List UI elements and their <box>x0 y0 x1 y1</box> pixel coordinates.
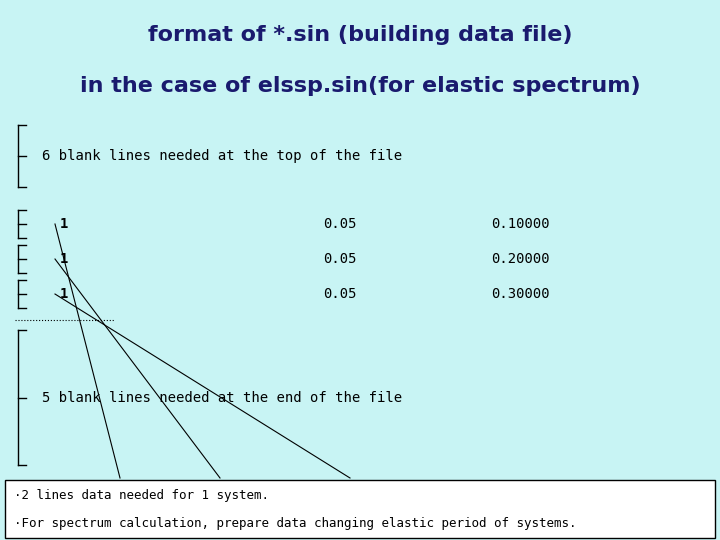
Text: 1: 1 <box>60 287 68 301</box>
Text: in the case of elssp.sin(for elastic spectrum): in the case of elssp.sin(for elastic spe… <box>80 76 640 96</box>
Text: 0.05: 0.05 <box>323 252 356 266</box>
Text: 5 blank lines needed at the end of the file: 5 blank lines needed at the end of the f… <box>42 390 402 404</box>
Text: 1: 1 <box>60 217 68 231</box>
Text: ·For spectrum calculation, prepare data changing elastic period of systems.: ·For spectrum calculation, prepare data … <box>14 517 577 530</box>
Text: format of *.sin (building data file): format of *.sin (building data file) <box>148 24 572 44</box>
Text: 1: 1 <box>60 252 68 266</box>
Text: 0.10000: 0.10000 <box>491 217 549 231</box>
Text: 0.05: 0.05 <box>323 287 356 301</box>
Text: ·2 lines data needed for 1 system.: ·2 lines data needed for 1 system. <box>14 489 269 503</box>
Text: 0.05: 0.05 <box>323 217 356 231</box>
Text: 6 blank lines needed at the top of the file: 6 blank lines needed at the top of the f… <box>42 149 402 163</box>
Text: 0.30000: 0.30000 <box>491 287 549 301</box>
Bar <box>5 480 715 538</box>
Text: 0.20000: 0.20000 <box>491 252 549 266</box>
